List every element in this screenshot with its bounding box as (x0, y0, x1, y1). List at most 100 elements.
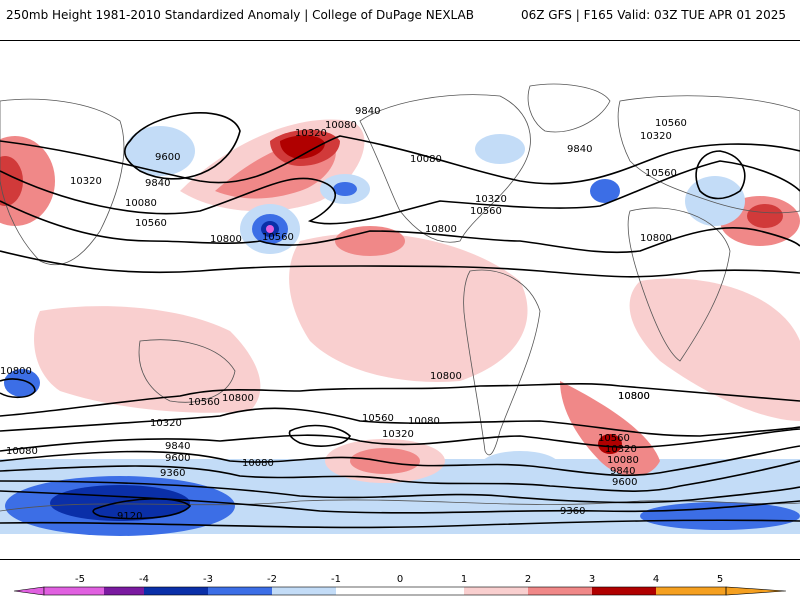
colorbar-tick: 1 (461, 574, 467, 585)
header: 250mb Height 1981-2010 Standardized Anom… (0, 0, 800, 30)
colorbar-tick: -5 (75, 574, 85, 585)
south-america-outline (463, 269, 541, 456)
contour-label: 10080 (6, 446, 38, 457)
contour-label: 10320 (640, 131, 672, 142)
negative-anomaly-area (685, 176, 745, 226)
colorbar-swatch (656, 587, 726, 595)
positive-anomaly-area (280, 135, 325, 159)
colorbar-tick: 0 (397, 574, 403, 585)
positive-anomaly-area (335, 226, 405, 256)
contour-line (0, 200, 800, 254)
contour-line (0, 378, 36, 399)
contour-label: 10320 (295, 128, 327, 139)
contour-line (695, 150, 746, 200)
contour-label: 10320 (475, 194, 507, 205)
colorbar-arrow-high (725, 586, 787, 596)
colorbar-graphic: -5 -4 -3 -2 -1 0 1 2 3 4 5 (13, 574, 787, 596)
contour-label: 9840 (355, 106, 380, 117)
asia-west-outline (0, 98, 125, 266)
contour-label: 10320 (70, 176, 102, 187)
contour-line (0, 460, 800, 492)
eurasia-outline (617, 95, 800, 214)
colorbar-tick: 3 (589, 574, 595, 585)
contour-label: 9360 (160, 468, 185, 479)
colorbar-swatch (592, 587, 656, 595)
colorbar-swatch (464, 587, 528, 595)
contour-label: 9600 (612, 477, 637, 488)
contour-label: 9840 (145, 178, 170, 189)
contour-line (0, 135, 800, 185)
contour-label: 10320 (150, 418, 182, 429)
contour-line (0, 445, 800, 477)
colorbar-swatch (336, 587, 464, 595)
negative-anomaly-area (640, 502, 800, 530)
colorbar-swatch (104, 587, 144, 595)
contour-label: 10320 (382, 429, 414, 440)
contour-label: 10080 (325, 120, 357, 131)
run-info: 06Z GFS | F165 Valid: 03Z TUE APR 01 202… (520, 8, 786, 22)
colorbar-swatch (44, 587, 104, 595)
positive-anomaly-area (350, 448, 420, 474)
africa-outline (627, 207, 731, 362)
contour-label: 10080 (410, 154, 442, 165)
positive-anomaly-area (629, 278, 800, 421)
contour-label: 10560 (362, 413, 394, 424)
positive-anomaly-area (0, 136, 55, 226)
height-contours (0, 112, 800, 529)
contour-label: 10800 (430, 371, 462, 382)
colorbar-tick: -3 (203, 574, 213, 585)
coastlines (0, 83, 800, 512)
contour-line (124, 112, 241, 180)
contour-label: 10560 (598, 433, 630, 444)
contour-label: 10800 (222, 393, 254, 404)
colorbar-swatch (272, 587, 336, 595)
colorbar-swatch (208, 587, 272, 595)
colorbar-tick: 4 (653, 574, 659, 585)
contour-label: 10560 (135, 218, 167, 229)
colorbar-tick: -1 (331, 574, 341, 585)
colorbar-tick: 5 (717, 574, 723, 585)
positive-anomaly-area (598, 434, 622, 454)
colorbar-ticks: -5 -4 -3 -2 -1 0 1 2 3 4 5 (75, 574, 723, 585)
contour-label: 10800 (640, 233, 672, 244)
australia-outline (138, 339, 236, 403)
contour-line (0, 250, 800, 278)
contour-line (0, 160, 800, 225)
colorbar: -5 -4 -3 -2 -1 0 1 2 3 4 5 (0, 570, 800, 600)
positive-anomaly-area (747, 204, 783, 228)
negative-anomaly-area (590, 179, 620, 203)
contour-label: 10080 (125, 198, 157, 209)
negative-anomaly-area (50, 485, 190, 521)
negative-anomaly-area (125, 126, 195, 176)
contour-label: 10800 (618, 391, 650, 402)
contour-label: 10800 (210, 234, 242, 245)
contour-line (0, 407, 800, 437)
colorbar-frame (43, 586, 727, 596)
positive-anomaly-area (0, 156, 23, 206)
colorbar-tick: 2 (525, 574, 531, 585)
colorbar-tick: -4 (139, 574, 149, 585)
north-america-outline (359, 94, 531, 243)
colorbar-tick: -2 (267, 574, 277, 585)
contour-label: 9840 (165, 441, 190, 452)
contour-label: 10080 (242, 458, 274, 469)
positive-anomaly-area (34, 306, 261, 413)
colorbar-arrow-low (13, 586, 45, 596)
colorbar-swatch (144, 587, 208, 595)
contour-label: 9120 (117, 511, 142, 522)
contour-label: 9600 (165, 453, 190, 464)
contour-label: 10560 (470, 206, 502, 217)
contour-label: 9840 (610, 466, 635, 477)
antarctica-outline (0, 499, 800, 512)
contour-label: 10560 (188, 397, 220, 408)
contour-label: 10800 (0, 366, 32, 377)
negative-anomaly-area (4, 369, 40, 397)
contour-label: 10320 (605, 444, 637, 455)
contour-label: 10560 (655, 118, 687, 129)
greenland-outline (527, 83, 611, 133)
contour-label: 10560 (645, 168, 677, 179)
positive-anomaly-area (289, 233, 528, 382)
contour-line (92, 498, 192, 520)
contour-line (288, 424, 351, 447)
contour-label: 9840 (567, 144, 592, 155)
